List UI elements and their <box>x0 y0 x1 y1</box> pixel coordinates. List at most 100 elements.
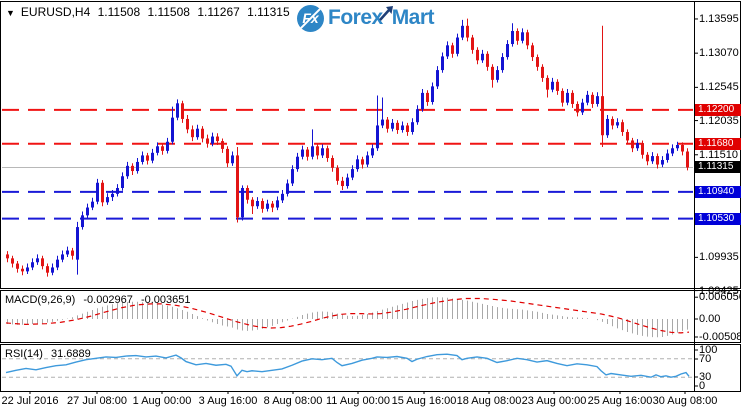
candle <box>191 125 194 142</box>
price-tick-label: 1.09425 <box>699 284 739 297</box>
candle <box>676 141 679 151</box>
time-label: 25 Aug 16:00 <box>587 395 653 407</box>
candle <box>6 251 9 263</box>
time-label: 30 Aug 08:00 <box>652 395 718 407</box>
candle <box>81 211 84 230</box>
candle <box>171 106 174 145</box>
candles-group <box>6 18 689 277</box>
rsi-name: RSI(14) <box>5 348 43 360</box>
candle <box>231 151 234 166</box>
rsi-pane[interactable] <box>0 344 741 392</box>
candle <box>451 42 454 58</box>
price-badge: 1.11680 <box>695 137 741 150</box>
candle <box>21 265 24 276</box>
price-tick-label: 1.13595 <box>699 12 739 25</box>
candle <box>216 133 219 145</box>
candle <box>556 79 559 95</box>
candle <box>291 165 294 187</box>
candle <box>626 129 629 145</box>
candle <box>406 122 409 136</box>
candle <box>646 152 649 166</box>
ohlc-low: 1.11267 <box>197 5 240 19</box>
candle <box>426 90 429 106</box>
candle <box>251 197 254 215</box>
price-tick-label: 1.09935 <box>699 251 739 264</box>
candle <box>576 101 579 117</box>
candle <box>276 196 279 211</box>
candle <box>381 97 384 129</box>
candle <box>481 49 484 63</box>
time-label: 23 Aug 00:00 <box>521 395 587 407</box>
candle <box>521 28 524 44</box>
candle <box>601 25 604 147</box>
candle <box>246 185 249 204</box>
macd-main-value: -0.002967 <box>83 294 133 306</box>
candle <box>181 100 184 123</box>
forexmart-logo: Fx Forex Mart <box>297 3 435 33</box>
candle <box>41 255 44 270</box>
symbol-period-label: EURUSD,H4 <box>20 5 91 19</box>
ohlc-high: 1.11508 <box>147 5 190 19</box>
candle <box>166 137 169 154</box>
candle <box>11 255 14 268</box>
candle <box>61 250 64 263</box>
ohlc-close: 1.11315 <box>247 5 290 19</box>
macd-pane[interactable] <box>0 290 741 343</box>
candle <box>326 145 329 162</box>
time-label: 27 Jul 08:00 <box>67 395 127 407</box>
candle <box>581 98 584 116</box>
candlestick-pane[interactable] <box>0 1 741 289</box>
candle <box>541 64 544 82</box>
candle <box>361 156 364 169</box>
candle <box>506 40 509 60</box>
candle <box>211 132 214 147</box>
candle <box>296 152 299 172</box>
candle <box>331 155 334 172</box>
candle <box>141 151 144 165</box>
candle <box>71 247 74 260</box>
candle <box>351 165 354 181</box>
candle <box>196 124 199 140</box>
candle <box>306 146 309 161</box>
macd-tick-label: 0.006056 <box>699 291 741 304</box>
candle <box>496 66 499 83</box>
macd-tick-label: 0.00 <box>699 313 721 325</box>
time-label: 1 Aug 00:00 <box>132 395 192 407</box>
rsi-current-value: 31.6889 <box>50 348 91 360</box>
price-tick-label: 1.12035 <box>699 114 739 127</box>
time-label: 11 Aug 00:00 <box>325 395 391 407</box>
candle <box>236 146 239 223</box>
candle <box>526 29 529 50</box>
candle <box>546 75 549 98</box>
candle <box>651 152 654 164</box>
candle <box>31 258 34 271</box>
candle <box>131 163 134 175</box>
price-tick-label: 1.11510 <box>699 148 738 161</box>
candle <box>551 77 554 93</box>
price-badge: 1.12200 <box>695 103 741 116</box>
macd-signal-value: -0.003651 <box>140 294 191 306</box>
candle <box>431 82 434 105</box>
candle <box>661 156 664 168</box>
rsi-line <box>5 353 690 378</box>
candle <box>336 165 339 185</box>
macd-signal-line <box>5 297 690 334</box>
rsi-tick-label: 100 <box>699 344 718 356</box>
candle <box>446 41 449 60</box>
candle <box>471 34 474 54</box>
candle <box>611 116 614 130</box>
candle <box>641 140 644 159</box>
candle <box>96 178 99 205</box>
candle <box>286 179 289 197</box>
candle <box>631 137 634 153</box>
candle <box>366 151 369 168</box>
candle <box>151 148 154 164</box>
logo-name-left: Forex <box>328 6 383 29</box>
candle <box>76 221 79 275</box>
price-badge: 1.11315 <box>695 161 741 174</box>
candle <box>441 52 444 73</box>
chart-title: ▼ EURUSD,H4 1.11508 1.11508 1.11267 1.113… <box>6 5 294 19</box>
symbol-dropdown-icon[interactable]: ▼ <box>6 8 15 18</box>
candle <box>66 246 69 258</box>
